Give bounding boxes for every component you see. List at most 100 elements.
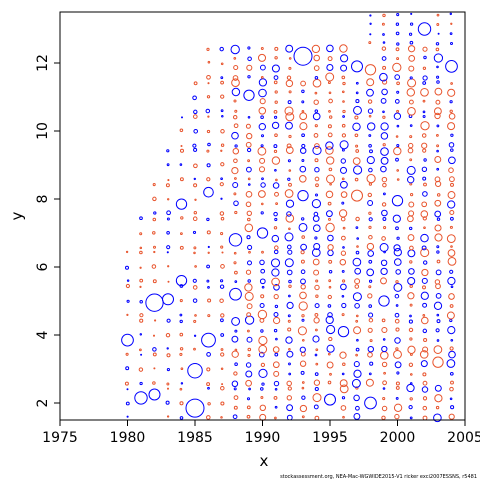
residual-point <box>394 74 401 80</box>
residual-point <box>275 202 279 206</box>
residual-point <box>393 349 402 359</box>
residual-point <box>257 309 268 320</box>
residual-point <box>341 75 346 80</box>
residual-point <box>396 371 400 375</box>
residual-point <box>260 47 264 50</box>
residual-point <box>301 159 305 162</box>
residual-point <box>274 304 279 309</box>
residual-point <box>423 158 427 162</box>
residual-point <box>233 200 239 207</box>
residual-point <box>274 405 278 409</box>
residual-point <box>207 286 210 289</box>
residual-point <box>327 352 331 356</box>
residual-point <box>167 265 170 268</box>
residual-point <box>366 156 375 165</box>
residual-point <box>422 191 428 197</box>
residual-point <box>421 142 428 149</box>
residual-point <box>327 201 332 206</box>
residual-point <box>166 163 170 167</box>
residual-point <box>325 315 334 325</box>
residual-point <box>340 158 346 164</box>
residual-point <box>231 380 239 388</box>
residual-point <box>409 382 413 385</box>
residual-bubble <box>351 60 363 73</box>
residual-point <box>342 100 345 103</box>
residual-point <box>313 404 319 410</box>
residual-point <box>220 197 223 200</box>
residual-point <box>366 78 375 87</box>
residual-point <box>165 332 171 338</box>
residual-point <box>421 245 427 251</box>
residual-point <box>297 326 307 336</box>
residual-point <box>450 182 454 187</box>
residual-point <box>367 250 375 257</box>
residual-point <box>409 124 413 127</box>
residual-point <box>382 33 385 36</box>
residual-point <box>395 280 399 284</box>
residual-point <box>394 318 400 324</box>
residual-point <box>126 299 130 303</box>
residual-point <box>368 372 372 376</box>
residual-point <box>220 149 223 152</box>
residual-bubble <box>175 198 188 210</box>
residual-point <box>300 284 306 290</box>
residual-point <box>220 367 224 370</box>
residual-point <box>379 72 388 82</box>
y-tick-label: 8 <box>35 195 51 204</box>
residual-bubble <box>229 287 242 301</box>
residual-point <box>179 148 185 153</box>
residual-point <box>422 110 426 114</box>
residual-point <box>434 210 442 218</box>
residual-point <box>341 235 346 241</box>
residual-point <box>326 44 334 53</box>
residual-point <box>366 242 375 251</box>
residual-point <box>380 147 389 156</box>
residual-point <box>179 128 184 133</box>
residual-point <box>258 368 268 379</box>
residual-point <box>300 80 306 87</box>
residual-point <box>273 149 278 154</box>
residual-point <box>232 182 239 188</box>
residual-point <box>286 143 292 149</box>
residual-point <box>395 269 401 275</box>
residual-point <box>368 167 373 173</box>
residual-point <box>246 235 251 240</box>
residual-point <box>339 166 348 174</box>
residual-point <box>220 177 223 181</box>
residual-point <box>192 298 198 303</box>
residual-point <box>166 353 171 358</box>
residual-point <box>274 56 278 60</box>
residual-point <box>139 348 142 352</box>
residual-point <box>449 109 453 113</box>
residual-point <box>179 163 183 166</box>
residual-point <box>247 46 251 50</box>
residual-point <box>257 146 267 156</box>
residual-point <box>244 291 254 301</box>
residual-point <box>313 54 320 62</box>
residual-point <box>233 387 237 391</box>
residual-point <box>342 115 345 118</box>
residual-point <box>246 336 253 343</box>
residual-point <box>435 99 441 105</box>
residual-point <box>327 132 333 138</box>
residual-point <box>409 192 414 197</box>
residual-point <box>339 379 348 388</box>
residual-point <box>448 413 455 420</box>
residual-point <box>288 169 292 172</box>
residual-point <box>207 82 210 85</box>
residual-point <box>207 298 212 303</box>
residual-point <box>179 299 183 303</box>
residual-point <box>274 46 279 51</box>
residual-point <box>206 367 211 372</box>
residual-point <box>288 294 291 298</box>
residual-point <box>166 251 169 254</box>
residual-bubble <box>187 362 203 379</box>
residual-point <box>407 276 416 286</box>
residual-point <box>273 293 279 300</box>
residual-point <box>314 312 319 317</box>
residual-point <box>272 316 281 325</box>
residual-point <box>341 90 345 94</box>
residual-point <box>395 381 400 386</box>
residual-point <box>395 226 399 231</box>
residual-point <box>140 353 143 356</box>
